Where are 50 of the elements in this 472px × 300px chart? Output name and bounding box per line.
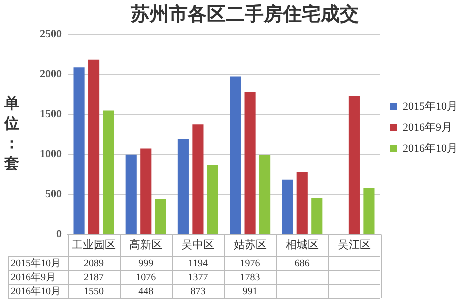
data-label: 448 <box>138 286 154 298</box>
x-tick-label: 姑苏区 <box>234 238 267 252</box>
y-axis-title: 单位：套 <box>4 96 20 173</box>
x-tick-label: 吴江区 <box>338 239 371 252</box>
data-label: 1550 <box>84 286 104 298</box>
bar <box>230 76 242 234</box>
bar <box>260 156 271 234</box>
y-tick-label: 2000 <box>40 68 62 81</box>
x-tick-label: 高新区 <box>130 238 163 252</box>
bar <box>282 180 294 234</box>
data-label: 991 <box>242 286 258 298</box>
bar <box>140 148 152 234</box>
bar <box>192 124 204 234</box>
text: 2016年10月 <box>11 286 61 298</box>
bar <box>126 154 137 234</box>
data-label: 999 <box>138 258 154 270</box>
text: 2016年9月 <box>11 272 56 284</box>
x-tick-label: 相城区 <box>286 238 319 252</box>
data-label: 873 <box>190 286 206 298</box>
y-tick-label: 0 <box>56 228 62 241</box>
data-label: 1783 <box>240 272 260 284</box>
data-label: 1377 <box>188 272 208 284</box>
data-label: 686 <box>294 258 310 270</box>
legend-label: 2015年10月 <box>403 100 458 113</box>
y-tick-label: 500 <box>46 188 62 201</box>
bar <box>296 172 308 234</box>
legend-label: 2016年9月 <box>403 122 452 134</box>
bar <box>348 96 360 234</box>
y-tick-label: 2500 <box>40 28 62 41</box>
bar <box>74 68 85 234</box>
data-label: 2187 <box>84 272 104 284</box>
data-label: 1076 <box>136 272 156 284</box>
bar <box>364 188 375 234</box>
bar <box>178 139 189 234</box>
x-tick-label: 工业园区 <box>72 238 116 252</box>
bar <box>103 110 114 234</box>
bar <box>312 198 323 234</box>
chart-title: 苏州市各区二手房住宅成交 <box>130 3 359 26</box>
y-tick-label: 1500 <box>40 108 62 121</box>
data-label: 1976 <box>240 258 260 270</box>
data-label: 2089 <box>84 258 104 270</box>
legend-label: 2016年10月 <box>403 142 458 155</box>
bar <box>155 198 166 234</box>
bar <box>88 60 100 234</box>
data-label: 1194 <box>188 258 208 270</box>
text: 2015年10月 <box>11 258 61 270</box>
bar <box>207 164 218 234</box>
y-tick-label: 1000 <box>40 148 62 161</box>
bar <box>244 92 256 234</box>
x-tick-label: 吴中区 <box>182 238 215 252</box>
